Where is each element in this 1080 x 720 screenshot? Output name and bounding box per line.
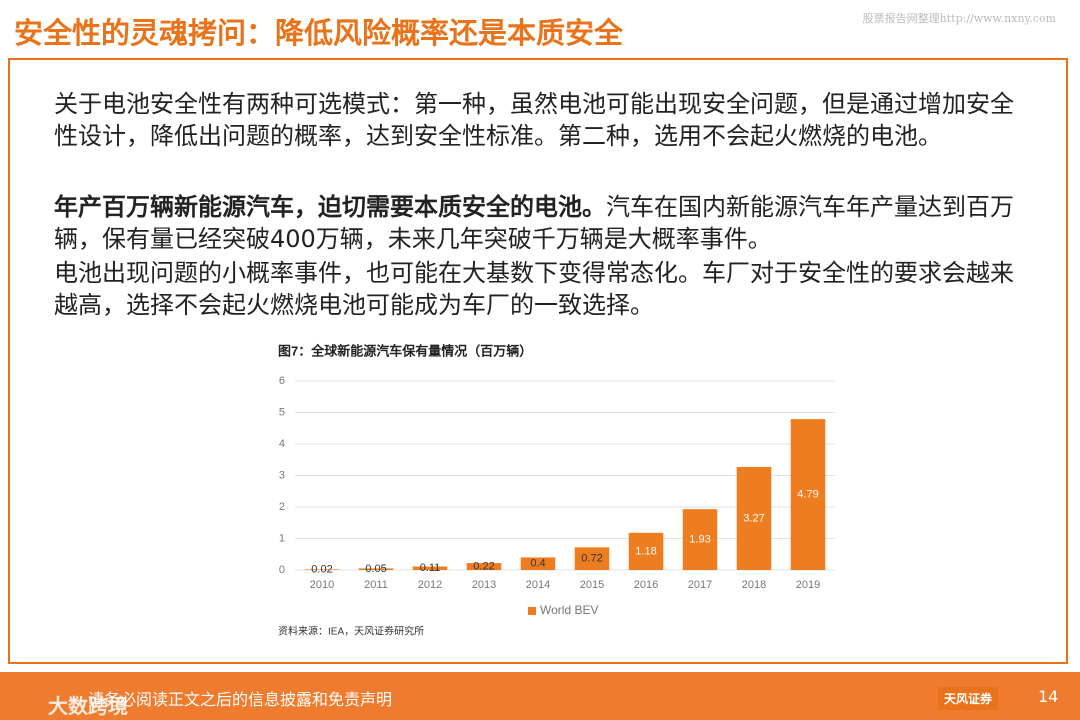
- logo: 天风证券: [938, 687, 999, 710]
- bar: [790, 419, 826, 570]
- paragraph-text: 关于电池安全性有两种可选模式：第一种，虽然电池可能出现安全问题，但是通过增加安全…: [54, 90, 1014, 150]
- data-label: 0.05: [365, 563, 386, 575]
- slide-title: 安全性的灵魂拷问：降低风险概率还是本质安全: [14, 16, 624, 50]
- footer-bar: [0, 672, 1080, 720]
- paragraph: 电池出现问题的小概率事件，也可能在大基数下变得常态化。车厂对于安全性的要求会越来…: [54, 257, 1029, 321]
- chart: 图7：全球新能源汽车保有量情况（百万辆） 资料来源：IEA，天风证券研究所 0 1…: [278, 343, 835, 638]
- data-label: 0.11: [420, 562, 441, 574]
- x-tick-label: 2013: [472, 579, 496, 591]
- bar: [628, 532, 664, 570]
- legend-label: World BEV: [540, 603, 598, 617]
- paragraph: 年产百万辆新能源汽车，迫切需要本质安全的电池。汽车在国内新能源汽车年产量达到百万…: [54, 191, 1029, 255]
- content-frame: [8, 58, 1068, 664]
- bar: [412, 566, 448, 570]
- page-number: 14: [1038, 687, 1059, 706]
- x-tick-label: 2010: [310, 579, 334, 591]
- x-tick-label: 2019: [796, 579, 820, 591]
- x-tick-label: 2018: [742, 579, 766, 591]
- x-tick-label: 2016: [634, 579, 658, 591]
- y-tick-label: 0: [279, 564, 285, 576]
- bar: [736, 466, 772, 570]
- paragraph-bold: 年产百万辆新能源汽车，迫切需要本质安全的电池。: [54, 193, 606, 221]
- data-label: 4.79: [797, 488, 818, 500]
- y-tick-label: 5: [279, 406, 285, 418]
- bar: [520, 557, 556, 570]
- chart-title: 图7：全球新能源汽车保有量情况（百万辆）: [278, 343, 532, 358]
- data-label: 3.27: [743, 512, 764, 524]
- bar: [358, 568, 394, 570]
- legend-swatch: [528, 607, 536, 615]
- paragraph-text: 汽车在国内新能源汽车年产量达到百万辆，保有量已经突破400万辆，未来几年突破千万…: [54, 193, 1014, 253]
- paragraph-text: 电池出现问题的小概率事件，也可能在大基数下变得常态化。车厂对于安全性的要求会越来…: [54, 259, 1014, 319]
- bar: [304, 569, 340, 570]
- y-tick-label: 1: [279, 532, 285, 544]
- watermark: 股票报告网整理http://www.nxny.com: [862, 12, 1056, 25]
- x-tick-label: 2012: [418, 579, 442, 591]
- paragraph: 关于电池安全性有两种可选模式：第一种，虽然电池可能出现安全问题，但是通过增加安全…: [54, 88, 1029, 152]
- data-label: 0.02: [311, 564, 332, 576]
- y-tick-label: 6: [279, 375, 285, 387]
- bar: [574, 547, 610, 570]
- disclaimer: 请务必阅读正文之后的信息披露和免责声明: [88, 690, 393, 709]
- x-tick-label: 2015: [580, 579, 604, 591]
- data-label: 1.18: [635, 545, 656, 557]
- data-label: 0.72: [581, 553, 602, 565]
- x-tick-label: 2014: [526, 579, 550, 591]
- chart-source: 资料来源：IEA，天风证券研究所: [278, 625, 424, 638]
- data-label: 1.93: [689, 534, 710, 546]
- y-tick-label: 3: [279, 469, 285, 481]
- data-label: 0.22: [473, 560, 494, 572]
- bar: [682, 509, 718, 570]
- y-tick-label: 2: [279, 501, 285, 513]
- bar: [466, 563, 502, 570]
- x-tick-label: 2017: [688, 579, 712, 591]
- y-tick-label: 4: [279, 438, 285, 450]
- x-tick-label: 2011: [364, 579, 388, 591]
- data-label: 0.4: [530, 558, 545, 570]
- overlay-watermark: 大数跨境: [48, 694, 128, 718]
